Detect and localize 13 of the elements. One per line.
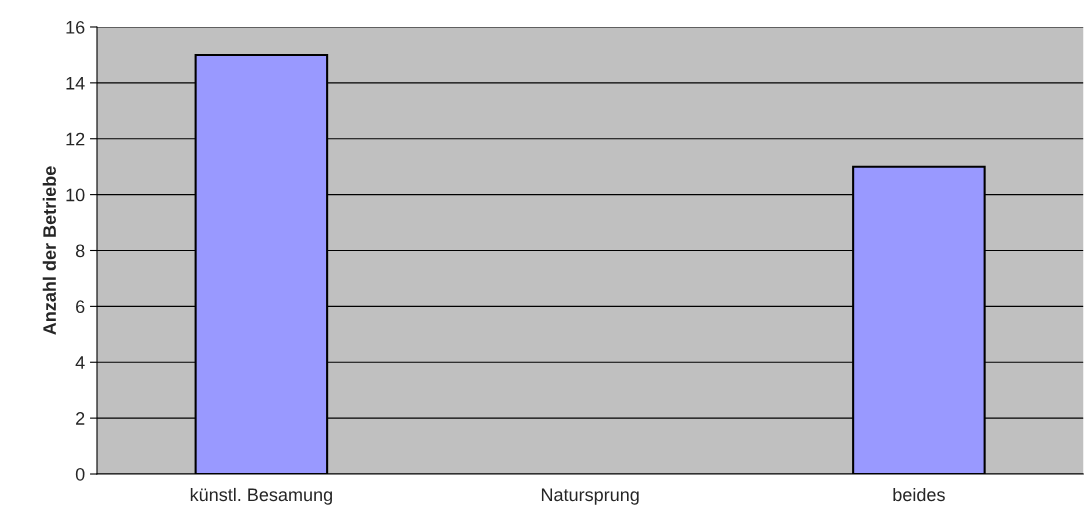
y-tick-label: 14 bbox=[66, 76, 85, 90]
x-tick-label: beides bbox=[893, 487, 945, 502]
y-tick-label: 2 bbox=[76, 412, 85, 425]
x-tick-label: Natursprung bbox=[541, 488, 639, 505]
y-tick-label: 8 bbox=[75, 244, 85, 258]
y-tick-label: 6 bbox=[76, 300, 85, 314]
x-tick-label: künstl. Besamung bbox=[190, 487, 332, 505]
y-axis-title: Anzahl der Betriebe bbox=[42, 166, 56, 335]
y-tick-label: 10 bbox=[66, 188, 85, 202]
y-tick-label: 0 bbox=[75, 467, 85, 481]
y-tick-label: 12 bbox=[66, 132, 85, 146]
y-tick-label: 16 bbox=[66, 20, 85, 34]
y-tick-label: 4 bbox=[75, 356, 85, 369]
